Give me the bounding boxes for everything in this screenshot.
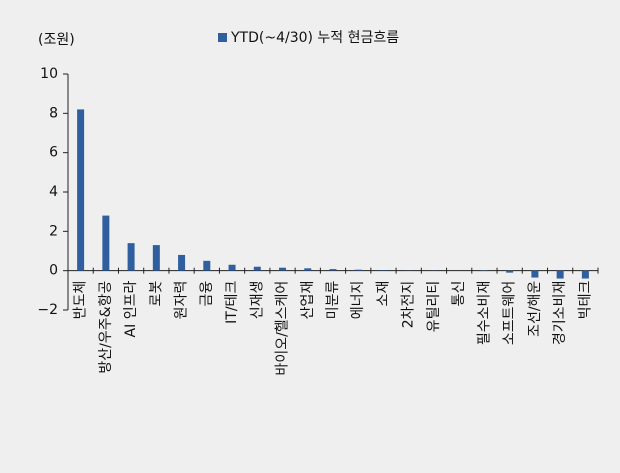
y-tick-label: 6 — [49, 145, 58, 161]
x-tick-label: 금융 — [199, 281, 215, 307]
bar — [203, 260, 211, 271]
bar — [178, 254, 186, 271]
bar — [77, 109, 85, 271]
bar — [152, 245, 160, 271]
y-tick-label: 2 — [49, 223, 58, 239]
bar — [102, 215, 110, 271]
bar — [329, 269, 337, 271]
x-tick-label: 유틸리티 — [426, 281, 442, 333]
x-tick-label: 소프트웨어 — [502, 281, 518, 345]
x-tick-label: 신재생 — [249, 281, 265, 320]
y-tick-label: −2 — [37, 302, 58, 318]
x-tick-label: AI 인프라 — [123, 281, 139, 338]
x-tick-label: 소재 — [375, 281, 391, 307]
x-tick-label: 방산/우주&항공 — [98, 281, 114, 374]
bar — [581, 270, 589, 279]
x-tick-label: 로봇 — [148, 281, 164, 307]
bar — [506, 270, 514, 273]
x-tick-label: 빅테크 — [577, 281, 593, 320]
bar — [304, 268, 312, 271]
x-tick-label: 에너지 — [350, 281, 366, 320]
x-tick-label: 통신 — [451, 281, 467, 307]
y-tick-label: 10 — [40, 66, 58, 82]
legend-label: YTD(~4/30) 누적 현금흐름 — [230, 30, 399, 46]
x-tick-label: 2차전지 — [401, 281, 417, 329]
y-tick-label: 0 — [49, 263, 58, 279]
bar — [253, 266, 261, 271]
bar — [279, 267, 287, 271]
x-tick-label: 조선/해운 — [527, 281, 543, 337]
x-tick-label: 필수소비재 — [476, 281, 492, 345]
y-tick-label: 4 — [49, 184, 58, 200]
bar — [228, 264, 236, 271]
bar — [556, 270, 564, 279]
legend-swatch — [218, 33, 227, 42]
bar — [354, 269, 362, 271]
x-tick-label: 반도체 — [73, 281, 89, 320]
x-tick-label: 미분류 — [325, 281, 341, 320]
x-tick-label: 바이오/헬스케어 — [275, 281, 291, 376]
x-tick-label: 원자력 — [174, 281, 190, 320]
bar — [531, 270, 539, 278]
x-tick-label: 산업재 — [300, 281, 316, 320]
x-tick-label: 경기소비재 — [552, 281, 568, 345]
x-tick-label: IT/테크 — [224, 281, 240, 324]
bar — [127, 243, 135, 271]
y-tick-label: 8 — [49, 105, 58, 121]
unit-label: (조원) — [38, 32, 75, 48]
